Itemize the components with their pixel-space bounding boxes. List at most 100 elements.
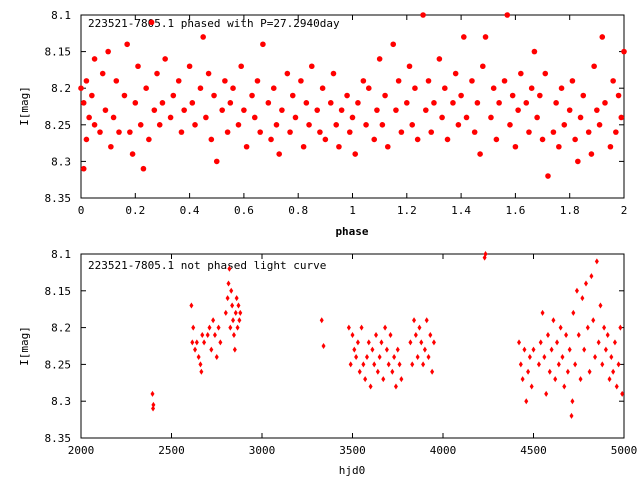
unphased-data-point — [571, 309, 576, 316]
phased-data-point — [80, 165, 87, 172]
phased-data-point — [80, 100, 87, 106]
phased-data-point — [200, 34, 206, 40]
phased-data-point — [292, 114, 299, 121]
phased-x-ticks: 0 0.2 0.4 0.6 0.8 1 1.2 1.4 1.6 1.8 2 — [78, 15, 627, 217]
phased-data-point — [270, 85, 277, 91]
phased-data-point — [444, 136, 451, 143]
unphased-data-point — [379, 339, 384, 346]
phased-data-point — [148, 19, 155, 26]
phased-data-point — [170, 92, 177, 99]
phased-data-point — [580, 92, 587, 99]
unphased-data-point — [422, 346, 427, 353]
unphased-data-point — [388, 331, 393, 338]
unphased-data-point — [151, 405, 156, 412]
unphased-data-points — [150, 251, 625, 419]
phased-data-point — [249, 92, 255, 99]
unphased-data-point — [194, 339, 199, 346]
phased-data-point — [450, 100, 456, 106]
phased-data-point — [129, 151, 136, 157]
phased-data-point — [235, 122, 242, 128]
unphased-data-point — [547, 368, 552, 375]
unphased-data-point — [225, 295, 230, 302]
phased-data-point — [395, 78, 402, 84]
unphased-data-point — [609, 354, 614, 361]
phased-data-point — [330, 70, 337, 77]
unphased-data-point — [424, 317, 429, 324]
unphased-x-tick-label: 2000 — [68, 444, 95, 457]
unphased-data-point — [392, 354, 397, 361]
phased-data-point — [542, 70, 549, 77]
unphased-data-point — [211, 317, 216, 324]
phased-data-point — [409, 122, 416, 128]
phased-data-point — [412, 85, 418, 91]
phased-data-point — [534, 114, 540, 121]
unphased-data-point — [580, 295, 585, 302]
phased-data-point — [458, 92, 464, 99]
unphased-data-point — [558, 324, 563, 331]
phased-data-point — [376, 56, 383, 62]
phased-data-point — [346, 129, 353, 135]
unphased-data-point — [212, 331, 217, 338]
phased-data-point — [224, 129, 231, 135]
phased-data-point — [382, 92, 388, 99]
phased-data-point — [110, 114, 117, 121]
unphased-data-point — [196, 354, 201, 361]
unphased-data-point — [354, 354, 359, 361]
phased-data-point — [78, 85, 84, 91]
unphased-data-point — [412, 317, 417, 324]
unphased-data-point — [348, 361, 353, 368]
unphased-data-point — [350, 331, 355, 338]
phased-data-point — [279, 107, 285, 113]
phased-x-tick-label: 0.8 — [288, 204, 308, 217]
phased-data-point — [308, 63, 315, 70]
phased-data-point — [260, 41, 266, 48]
phased-data-point — [425, 78, 432, 84]
phased-data-point — [610, 78, 616, 84]
phased-data-point — [317, 129, 323, 135]
unphased-data-point — [585, 324, 590, 331]
unphased-y-axis-label: I[mag] — [18, 326, 31, 366]
phased-data-point — [436, 56, 443, 62]
unphased-data-point — [193, 346, 198, 353]
phased-data-point — [442, 85, 448, 91]
phased-data-point — [303, 100, 310, 106]
phased-data-point — [496, 100, 502, 106]
unphased-data-point — [483, 251, 488, 257]
unphased-data-point — [540, 309, 545, 316]
phased-data-point — [257, 129, 263, 135]
phased-data-point — [515, 107, 521, 113]
unphased-data-point — [413, 331, 418, 338]
unphased-data-point — [357, 368, 362, 375]
unphased-data-point — [410, 361, 415, 368]
phased-data-point — [83, 136, 90, 143]
phased-x-tick-label: 1.6 — [505, 204, 525, 217]
unphased-plot-frame — [80, 253, 625, 439]
phased-data-point — [591, 63, 597, 70]
phased-data-point — [203, 114, 209, 121]
phased-data-point — [108, 143, 114, 150]
phased-data-point — [390, 41, 397, 48]
phased-x-tick-label: 0.6 — [234, 204, 254, 217]
unphased-data-point — [205, 331, 210, 338]
phased-x-tick-label: 1 — [349, 204, 356, 217]
phased-data-point — [355, 100, 361, 106]
phased-data-point — [140, 165, 147, 172]
phased-data-point — [474, 100, 481, 106]
unphased-data-point — [364, 354, 369, 361]
phased-data-point — [414, 136, 421, 143]
phased-data-point — [477, 151, 483, 157]
phased-data-point — [621, 48, 627, 55]
unphased-data-point — [431, 339, 436, 346]
unphased-data-point — [587, 368, 592, 375]
phased-data-point — [463, 114, 470, 121]
unphased-data-point — [593, 354, 598, 361]
phased-data-point — [518, 70, 524, 77]
unphased-data-point — [393, 383, 398, 390]
phased-data-point — [268, 136, 274, 143]
unphased-data-point — [230, 302, 235, 309]
unphased-data-point — [189, 302, 194, 309]
phased-data-point — [504, 12, 511, 18]
unphased-data-point — [620, 390, 625, 397]
unphased-data-point — [231, 317, 236, 324]
unphased-data-point — [370, 346, 375, 353]
